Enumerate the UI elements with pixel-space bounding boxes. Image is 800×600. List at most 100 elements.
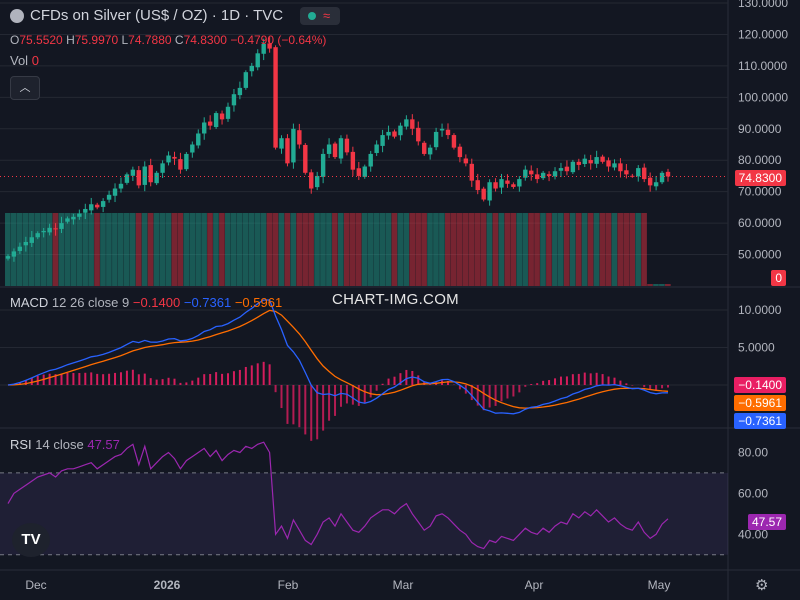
volume-bar — [88, 213, 94, 286]
rsi-tick-label: 40.00 — [738, 527, 768, 541]
candle-body — [130, 169, 136, 176]
volume-bar — [230, 213, 237, 286]
candle-body — [154, 172, 159, 184]
price-tick-label: 90.0000 — [738, 122, 782, 136]
volume-legend: Vol 0 — [10, 53, 39, 69]
candle-body — [11, 251, 17, 257]
candle-body — [529, 170, 534, 175]
volume-bar — [450, 213, 457, 286]
volume-bar — [58, 213, 65, 286]
price-tick-label: 110.0000 — [738, 59, 787, 73]
volume-bar — [486, 213, 493, 286]
x-tick-label: Mar — [393, 578, 414, 592]
watermark: CHART-IMG.COM — [332, 291, 459, 308]
volume-bar — [76, 213, 83, 286]
volume-bar — [272, 213, 279, 286]
candle-body — [451, 135, 457, 148]
candle-body — [612, 163, 617, 168]
candle-body — [642, 167, 647, 180]
volume-bar — [260, 213, 267, 286]
volume-bar — [343, 213, 350, 286]
volume-bar — [64, 213, 71, 286]
candle-body — [106, 194, 112, 200]
candle-body — [83, 208, 88, 213]
candle-body — [392, 131, 397, 137]
gear-icon[interactable]: ⚙ — [755, 577, 769, 594]
candle-body — [237, 87, 243, 96]
volume-bar — [129, 213, 136, 286]
macd-signal-line — [7, 309, 669, 409]
collapse-legend-button[interactable]: ︿ — [10, 76, 40, 100]
volume-bar — [82, 213, 88, 286]
candle-body — [326, 144, 332, 154]
candle-body — [166, 155, 171, 163]
candle-body — [160, 163, 165, 173]
macd-signal-value: −0.5961 — [234, 295, 283, 310]
volume-bar — [147, 213, 154, 286]
volume-bar — [587, 213, 594, 286]
volume-bar — [421, 213, 427, 286]
candle-body — [59, 223, 64, 229]
candle-body — [570, 161, 576, 173]
candle-body — [65, 218, 70, 222]
volume-bar — [569, 213, 576, 286]
candle-body — [172, 156, 177, 159]
candle-body — [100, 201, 106, 207]
volume-bar — [338, 213, 344, 286]
candle-body — [659, 172, 665, 183]
x-tick-label: Apr — [525, 578, 544, 592]
candle-body — [618, 163, 623, 172]
volume-bar — [552, 213, 558, 286]
rsi-value: 47.57 — [87, 437, 120, 452]
market-status-pill[interactable]: ≈ — [300, 7, 340, 25]
candle-body — [23, 241, 29, 246]
candle-body — [142, 166, 147, 185]
macd-tick-label: 10.0000 — [738, 303, 782, 317]
x-tick-label: 2026 — [154, 578, 181, 592]
symbol-title[interactable]: CFDs on Silver (US$ / OZ) · 1D · TVC — [30, 7, 284, 24]
candle-body — [47, 227, 52, 233]
candle-body — [582, 158, 587, 164]
price-tick-label: 50.0000 — [738, 248, 782, 262]
candle-body — [219, 113, 225, 120]
volume-bar — [361, 213, 368, 286]
volume-bar — [302, 213, 308, 286]
tradingview-logo[interactable]: TV — [12, 523, 50, 557]
candle-body — [362, 166, 367, 177]
candle-body — [493, 182, 498, 189]
candle-body — [368, 153, 373, 167]
volume-bar — [575, 213, 582, 286]
ohlc-change-value: −0.4790 (−0.64%) — [230, 33, 327, 47]
volume-bar — [635, 213, 641, 286]
volume-bar — [623, 213, 630, 286]
price-tick-label: 70.0000 — [738, 185, 782, 199]
volume-bar — [236, 213, 243, 286]
volume-bar — [278, 213, 285, 286]
volume-bar — [397, 213, 404, 286]
volume-bar — [40, 213, 47, 286]
candle-body — [249, 65, 254, 72]
macd-line-value: −0.7361 — [183, 295, 232, 310]
candle-body — [636, 168, 641, 177]
macd-hist-badge: −0.1400 — [734, 377, 786, 393]
candle-body — [647, 177, 653, 186]
volume-bar — [171, 213, 178, 286]
volume-bar — [314, 213, 320, 286]
candle-body — [291, 128, 296, 163]
volume-bar — [504, 213, 511, 286]
volume-bar — [498, 213, 505, 286]
candle-body — [279, 138, 284, 149]
volume-bar — [462, 213, 469, 286]
candle-body — [273, 47, 278, 148]
volume-bar — [195, 213, 201, 286]
volume-bar — [308, 213, 314, 286]
candle-body — [29, 237, 34, 243]
ohlc-close-value: 74.8300 — [183, 33, 227, 47]
candle-body — [225, 106, 231, 119]
candle-body — [463, 158, 469, 164]
volume-bar — [141, 213, 148, 286]
candle-body — [124, 174, 130, 183]
volume-bar — [28, 213, 35, 286]
volume-bar — [563, 213, 570, 286]
